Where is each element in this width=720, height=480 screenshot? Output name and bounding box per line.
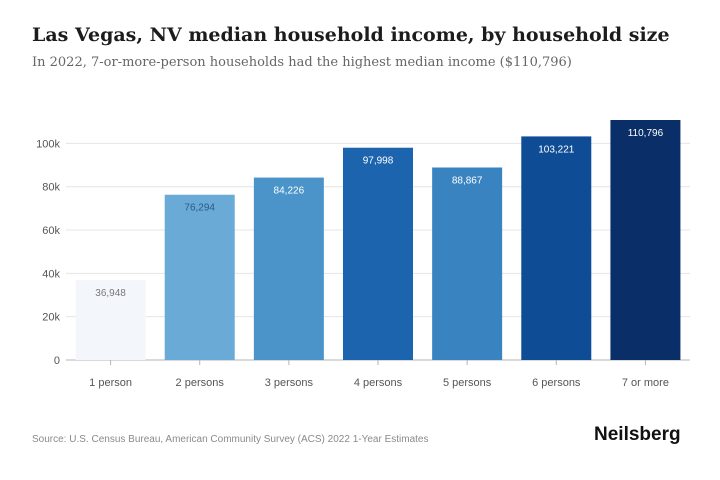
bar [75,279,146,360]
bar [610,120,681,360]
data-label: 88,867 [452,176,483,187]
brand-logo: Neilsberg [594,424,681,445]
x-tick-label: 7 or more [622,377,669,389]
chart-title: Las Vegas, NV median household income, b… [32,24,670,46]
y-tick-label: 60k [42,225,60,237]
chart-subtitle: In 2022, 7-or-more-person households had… [32,55,572,70]
y-tick-label: 80k [42,182,60,194]
data-label: 97,998 [363,156,394,167]
x-tick-label: 4 persons [354,377,403,389]
y-tick-label: 20k [42,312,60,324]
data-label: 110,796 [628,128,664,139]
y-tick-label: 0 [54,355,60,367]
bar [343,147,413,360]
y-tick-label: 100k [36,138,60,150]
x-tick-label: 3 persons [265,377,314,389]
bar [432,167,503,360]
data-labels: 36,948 76,294 84,226 97,998 88,867 103,221 110… [95,128,663,299]
data-label: 36,948 [95,288,126,299]
x-axis-labels: 1 person 2 persons 3 persons 4 persons 5 per… [89,360,669,389]
bar [164,194,235,360]
data-label: 103,221 [538,144,575,155]
data-label: 76,294 [184,203,215,214]
bar [521,136,592,360]
x-tick-label: 6 persons [532,377,581,389]
x-tick-label: 2 persons [176,377,225,389]
data-label: 84,226 [274,186,305,197]
bar [253,177,324,360]
y-axis-labels: 0 20k 40k 60k 80k 100k [36,138,60,367]
x-tick-label: 5 persons [443,377,492,389]
source-note: Source: U.S. Census Bureau, American Com… [32,434,429,445]
bars [75,120,681,360]
y-tick-label: 40k [42,268,60,280]
x-tick-label: 1 person [89,377,132,389]
